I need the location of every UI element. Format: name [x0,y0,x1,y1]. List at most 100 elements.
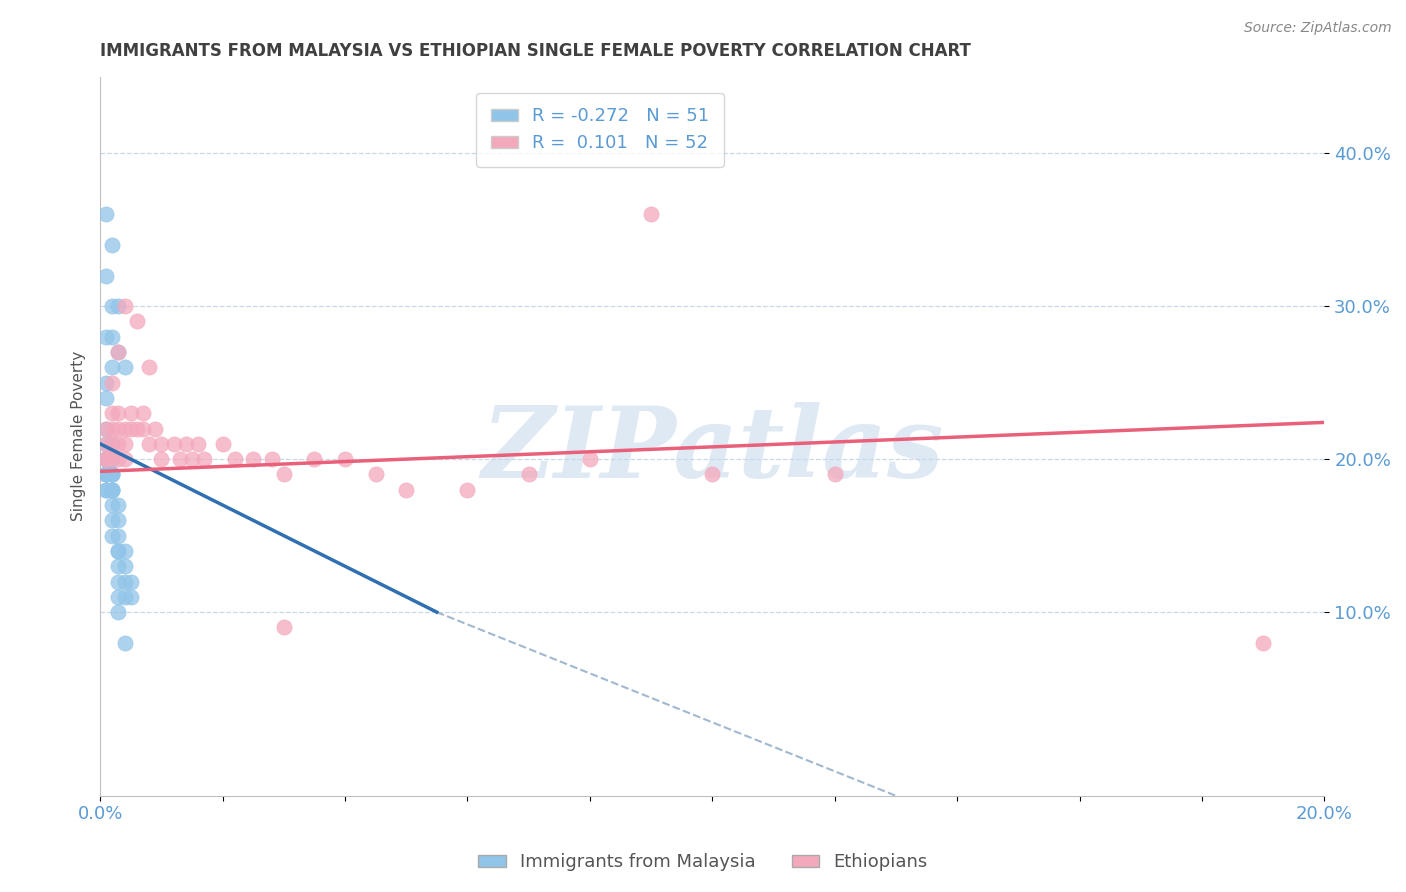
Point [107,544,129,558]
Point [162,437,184,451]
Point [211,437,233,451]
Point [101,452,124,467]
Point [150,437,173,451]
Point [96,467,118,482]
Y-axis label: Single Female Poverty: Single Female Poverty [72,351,86,521]
Point [125,421,148,435]
Point [96,268,118,283]
Point [107,513,129,527]
Point [640,207,662,221]
Point [120,590,142,604]
Point [174,437,197,451]
Point [101,528,124,542]
Point [107,605,129,619]
Point [107,590,129,604]
Point [107,437,129,451]
Text: ZIPatlas: ZIPatlas [481,402,943,499]
Legend: Immigrants from Malaysia, Ethiopians: Immigrants from Malaysia, Ethiopians [471,847,935,879]
Point [101,299,124,313]
Point [101,452,124,467]
Point [101,376,124,390]
Point [101,467,124,482]
Point [364,467,387,482]
Point [107,559,129,574]
Text: Source: ZipAtlas.com: Source: ZipAtlas.com [1244,21,1392,35]
Point [187,437,209,451]
Point [120,406,142,420]
Point [96,452,118,467]
Point [101,483,124,497]
Point [101,483,124,497]
Point [101,498,124,512]
Point [101,513,124,527]
Point [333,452,356,467]
Point [96,437,118,451]
Point [101,467,124,482]
Point [273,467,295,482]
Point [96,452,118,467]
Point [114,452,136,467]
Point [114,299,136,313]
Point [107,574,129,589]
Point [114,437,136,451]
Point [96,452,118,467]
Point [101,467,124,482]
Point [96,376,118,390]
Point [96,452,118,467]
Point [96,452,118,467]
Point [101,421,124,435]
Point [96,467,118,482]
Point [138,360,160,375]
Point [107,345,129,359]
Point [150,452,173,467]
Point [143,421,166,435]
Point [96,329,118,343]
Point [702,467,724,482]
Point [107,299,129,313]
Point [114,574,136,589]
Point [107,528,129,542]
Point [96,483,118,497]
Point [456,483,478,497]
Point [101,483,124,497]
Point [193,452,215,467]
Point [120,574,142,589]
Point [114,421,136,435]
Point [169,452,191,467]
Point [132,421,155,435]
Point [101,238,124,252]
Point [107,498,129,512]
Point [114,360,136,375]
Point [824,467,846,482]
Point [96,467,118,482]
Point [101,329,124,343]
Text: IMMIGRANTS FROM MALAYSIA VS ETHIOPIAN SINGLE FEMALE POVERTY CORRELATION CHART: IMMIGRANTS FROM MALAYSIA VS ETHIOPIAN SI… [100,42,972,60]
Point [114,544,136,558]
Point [517,467,540,482]
Point [107,345,129,359]
Point [107,452,129,467]
Point [101,406,124,420]
Point [114,590,136,604]
Point [101,452,124,467]
Point [114,636,136,650]
Point [96,483,118,497]
Point [96,421,118,435]
Point [107,421,129,435]
Point [107,406,129,420]
Point [138,437,160,451]
Point [114,559,136,574]
Point [395,483,418,497]
Legend: R = -0.272   N = 51, R =  0.101   N = 52: R = -0.272 N = 51, R = 0.101 N = 52 [477,93,724,167]
Point [101,437,124,451]
Point [96,421,118,435]
Point [107,544,129,558]
Point [181,452,204,467]
Point [273,620,295,634]
Point [1251,636,1274,650]
Point [579,452,602,467]
Point [260,452,283,467]
Point [224,452,246,467]
Point [96,467,118,482]
Point [125,314,148,328]
